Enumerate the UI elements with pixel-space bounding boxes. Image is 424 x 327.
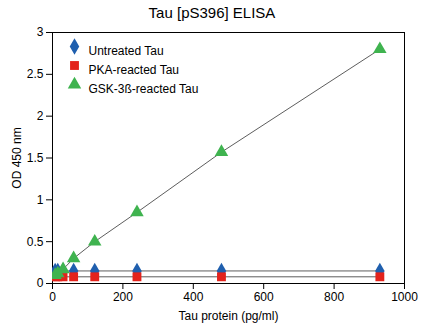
svg-text:0.5: 0.5 bbox=[27, 235, 44, 249]
svg-text:Tau protein (pg/ml): Tau protein (pg/ml) bbox=[178, 309, 278, 323]
svg-text:800: 800 bbox=[324, 290, 344, 304]
svg-text:0: 0 bbox=[49, 290, 56, 304]
svg-text:2: 2 bbox=[37, 109, 44, 123]
svg-text:1.5: 1.5 bbox=[27, 151, 44, 165]
svg-text:1: 1 bbox=[37, 193, 44, 207]
svg-text:400: 400 bbox=[183, 290, 203, 304]
svg-text:2.5: 2.5 bbox=[27, 67, 44, 81]
svg-text:OD 450 nm: OD 450 nm bbox=[10, 127, 24, 188]
svg-text:3: 3 bbox=[37, 25, 44, 39]
svg-text:200: 200 bbox=[113, 290, 133, 304]
svg-text:1000: 1000 bbox=[391, 290, 418, 304]
svg-text:600: 600 bbox=[254, 290, 274, 304]
svg-text:PKA-reacted Tau: PKA-reacted Tau bbox=[89, 63, 180, 77]
svg-text:Untreated Tau: Untreated Tau bbox=[89, 44, 164, 58]
svg-text:GSK-3ß-reacted Tau: GSK-3ß-reacted Tau bbox=[89, 82, 199, 96]
svg-text:0: 0 bbox=[37, 276, 44, 290]
html-text:Tau [pS396] ELISA: Tau [pS396] ELISA bbox=[148, 4, 276, 21]
